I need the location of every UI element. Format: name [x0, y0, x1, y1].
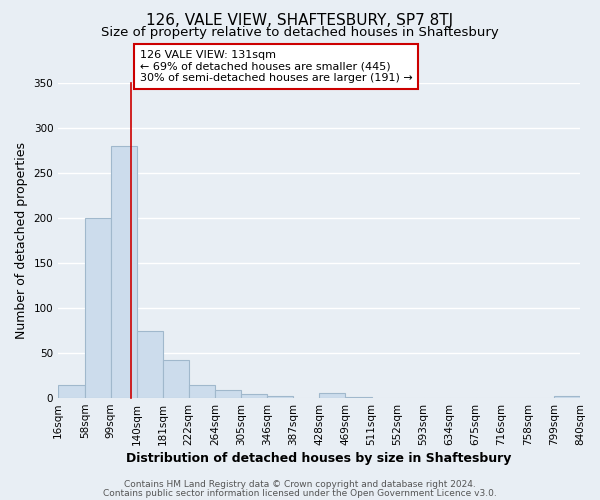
Bar: [241, 394, 267, 398]
Text: 126, VALE VIEW, SHAFTESBURY, SP7 8TJ: 126, VALE VIEW, SHAFTESBURY, SP7 8TJ: [146, 12, 454, 28]
Bar: [137, 330, 163, 398]
Bar: [58, 386, 85, 398]
Bar: [111, 146, 137, 398]
Text: Contains HM Land Registry data © Crown copyright and database right 2024.: Contains HM Land Registry data © Crown c…: [124, 480, 476, 489]
Text: Contains public sector information licensed under the Open Government Licence v3: Contains public sector information licen…: [103, 488, 497, 498]
Text: Size of property relative to detached houses in Shaftesbury: Size of property relative to detached ho…: [101, 26, 499, 39]
Text: 126 VALE VIEW: 131sqm
← 69% of detached houses are smaller (445)
30% of semi-det: 126 VALE VIEW: 131sqm ← 69% of detached …: [140, 50, 413, 83]
Bar: [85, 218, 111, 398]
Bar: [215, 390, 241, 398]
Bar: [163, 360, 188, 398]
X-axis label: Distribution of detached houses by size in Shaftesbury: Distribution of detached houses by size …: [127, 452, 512, 465]
Bar: [267, 396, 293, 398]
Bar: [345, 397, 371, 398]
Bar: [319, 392, 345, 398]
Bar: [554, 396, 580, 398]
Y-axis label: Number of detached properties: Number of detached properties: [15, 142, 28, 339]
Bar: [188, 384, 215, 398]
